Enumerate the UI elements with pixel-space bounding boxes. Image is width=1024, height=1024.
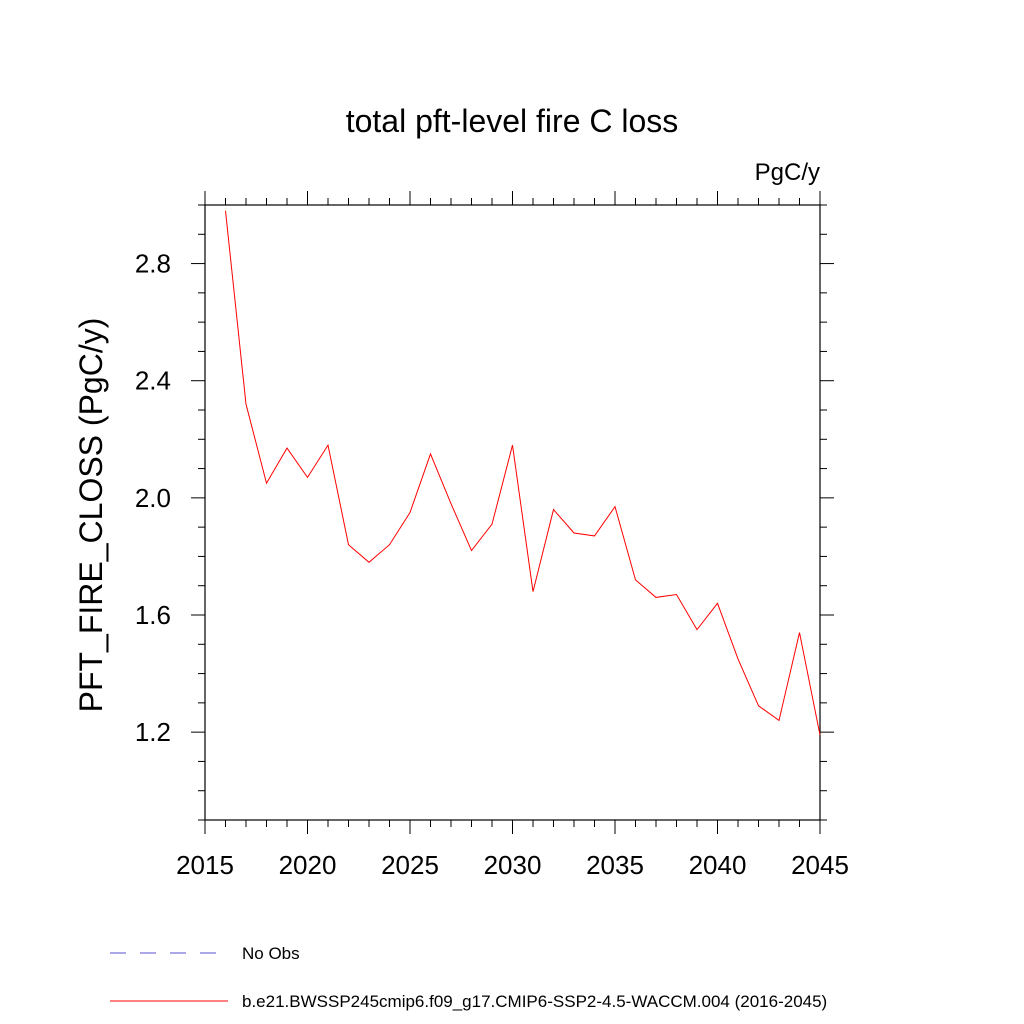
legend-label-no-obs: No Obs	[242, 944, 300, 963]
x-tick-label: 2035	[586, 850, 644, 880]
y-tick-label: 2.0	[135, 483, 171, 513]
x-tick-label: 2040	[689, 850, 747, 880]
x-tick-label: 2030	[484, 850, 542, 880]
units-label: PgC/y	[755, 159, 820, 186]
chart-title: total pft-level fire C loss	[346, 103, 679, 139]
y-tick-label: 2.8	[135, 249, 171, 279]
x-tick-label: 2045	[791, 850, 849, 880]
legend-label-model: b.e21.BWSSP245cmip6.f09_g17.CMIP6-SSP2-4…	[242, 992, 827, 1011]
series-lines	[225, 210, 821, 736]
legend: No Obs b.e21.BWSSP245cmip6.f09_g17.CMIP6…	[110, 944, 827, 1011]
y-tick-label: 2.4	[135, 366, 171, 396]
y-tick-label: 1.6	[135, 600, 171, 630]
y-axis-label: PFT_FIRE_CLOSS (PgC/y)	[73, 318, 109, 713]
y-tick-label: 1.2	[135, 717, 171, 747]
axis-ticks	[191, 191, 834, 834]
x-tick-label: 2020	[279, 850, 337, 880]
axis-tick-labels: 2015 2020 2025 2030 2035 2040 2045 1.2 1.6 2.0 2.4…	[135, 249, 849, 880]
plot-frame	[204, 204, 821, 821]
x-tick-label: 2025	[381, 850, 439, 880]
x-tick-label: 2015	[176, 850, 234, 880]
series-line-0	[225, 210, 821, 736]
